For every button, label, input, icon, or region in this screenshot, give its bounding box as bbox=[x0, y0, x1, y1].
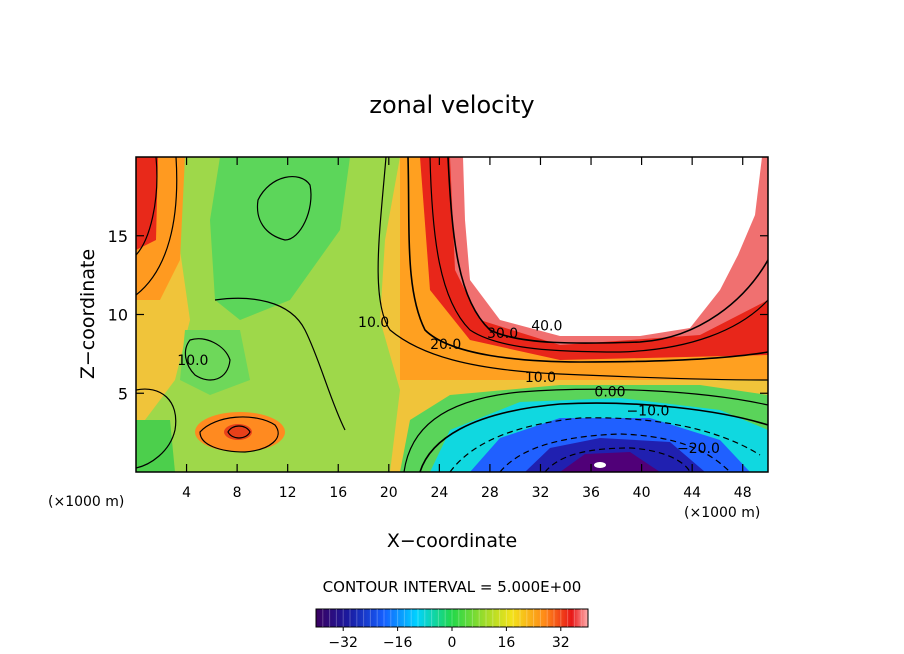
x-axis-label: X−coordinate bbox=[387, 530, 517, 552]
y-ticks: 5 10 15 bbox=[108, 227, 768, 403]
contour-label: 40.0 bbox=[531, 318, 562, 334]
field-region-cold-core bbox=[594, 462, 606, 468]
x-ticks: 4 8 12 16 20 24 28 32 36 40 44 48 bbox=[182, 157, 752, 501]
contour-line bbox=[419, 402, 768, 472]
x-tick-label: 8 bbox=[233, 485, 242, 501]
contour-label: 10.0 bbox=[177, 353, 208, 369]
contour-labels: 10.0 10.0 20.0 30.0 40.0 10.0 0.00−10.0 −20.0 bbox=[177, 315, 720, 457]
contour-line bbox=[214, 297, 346, 431]
chart-title: zonal velocity bbox=[369, 91, 534, 119]
contour-line bbox=[499, 433, 731, 472]
colorbar-tick-label: 0 bbox=[448, 635, 457, 651]
contour-line bbox=[227, 425, 251, 439]
field-region-white bbox=[463, 157, 762, 336]
x-unit-right: (×1000 m) bbox=[684, 505, 760, 521]
colorbar-tick-label: 32 bbox=[552, 635, 570, 651]
contour-line bbox=[136, 157, 178, 296]
contour-line bbox=[184, 338, 231, 381]
contour-line bbox=[447, 157, 768, 344]
contour-label: −10.0 bbox=[626, 403, 669, 419]
x-tick-label: 28 bbox=[481, 485, 499, 501]
y-axis-label: Z−coordinate bbox=[77, 249, 99, 379]
x-tick-label: 20 bbox=[380, 485, 398, 501]
contour-line bbox=[136, 388, 177, 469]
x-tick-label: 16 bbox=[329, 485, 347, 501]
contour-line bbox=[377, 157, 768, 381]
colorbar-tick-label: −16 bbox=[383, 635, 413, 651]
contour-label: 10.0 bbox=[525, 370, 556, 386]
contour-line bbox=[429, 157, 768, 353]
field-region-cold-purple bbox=[560, 452, 660, 472]
field-region-left-red bbox=[136, 157, 158, 250]
contour-lines bbox=[136, 157, 768, 472]
y-tick-label: 15 bbox=[108, 227, 128, 246]
contour-line bbox=[403, 388, 768, 472]
contour-line bbox=[256, 176, 312, 241]
contour-line bbox=[407, 157, 768, 363]
plot-area bbox=[136, 157, 768, 472]
contour-interval-label: CONTOUR INTERVAL = 5.000E+00 bbox=[323, 578, 582, 596]
y-tick-label: 5 bbox=[118, 384, 128, 403]
x-unit-left: (×1000 m) bbox=[48, 494, 124, 510]
x-tick-label: 40 bbox=[633, 485, 651, 501]
field-region-bottom-left-green bbox=[136, 420, 175, 472]
x-tick-label: 48 bbox=[734, 485, 752, 501]
contour-label: 20.0 bbox=[430, 337, 461, 353]
field-region-green-left bbox=[180, 330, 250, 395]
contour-label: 0.00 bbox=[594, 384, 625, 400]
x-tick-label: 32 bbox=[532, 485, 550, 501]
y-tick-label: 10 bbox=[108, 306, 128, 325]
colorbar-ticks: −32 −16 0 16 32 bbox=[328, 627, 570, 651]
x-tick-label: 4 bbox=[182, 485, 191, 501]
colorbar-tick-label: −32 bbox=[328, 635, 358, 651]
contour-line bbox=[136, 157, 158, 256]
contour-line bbox=[199, 416, 279, 453]
colorbar-stripes bbox=[322, 609, 582, 627]
x-tick-label: 12 bbox=[279, 485, 297, 501]
colorbar: −32 −16 0 16 32 bbox=[315, 608, 589, 651]
x-tick-label: 36 bbox=[582, 485, 600, 501]
contour-label: 10.0 bbox=[358, 315, 389, 331]
contour-label: −20.0 bbox=[677, 441, 720, 457]
contour-line bbox=[544, 447, 691, 472]
colorbar-tick-label: 16 bbox=[497, 635, 515, 651]
x-tick-label: 24 bbox=[430, 485, 448, 501]
x-tick-label: 44 bbox=[683, 485, 701, 501]
contour-line bbox=[449, 417, 761, 472]
contour-label: 30.0 bbox=[487, 326, 518, 342]
